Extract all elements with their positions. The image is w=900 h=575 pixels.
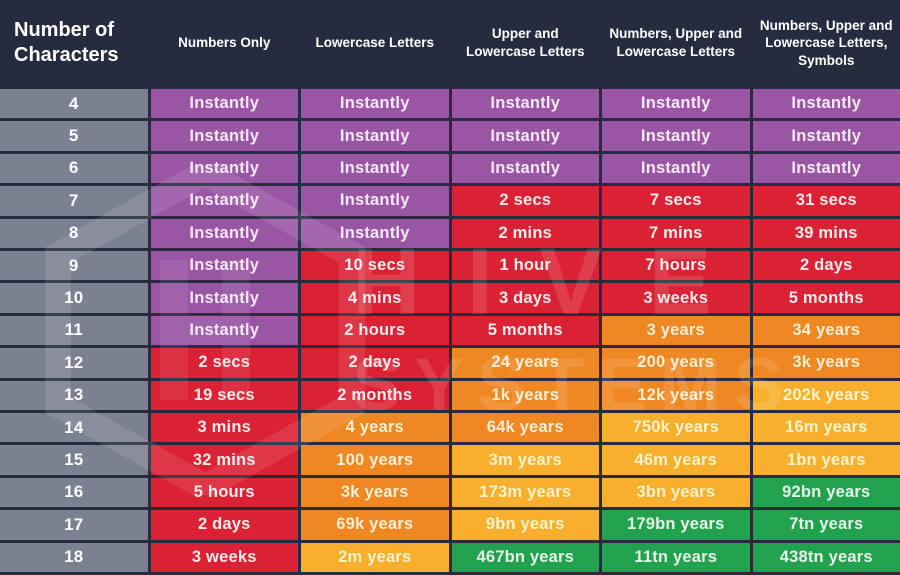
char-count-cell: 14 [0,412,148,443]
header-cell-2: Lowercase Letters [301,0,449,86]
char-count-cell: 9 [0,250,148,281]
time-cell: Instantly [150,250,298,281]
time-cell: 2m years [301,542,449,572]
header-cell-4: Numbers, Upper and Lowercase Letters [602,0,750,86]
time-cell: 24 years [451,348,599,378]
time-cell: 7tn years [752,510,900,540]
time-cell: Instantly [150,283,298,313]
time-cell: 69k years [301,510,449,540]
time-cell: 2 months [301,380,449,410]
time-cell: 2 mins [451,218,599,248]
header-cell-3: Upper and Lowercase Letters [451,0,599,86]
char-count-cell: 18 [0,542,148,572]
time-cell: 2 days [150,510,298,540]
time-cell: 10 secs [301,250,449,281]
time-cell: 3k years [752,348,900,378]
time-cell: 202k years [752,380,900,410]
time-cell: 750k years [602,412,750,443]
time-cell: Instantly [752,89,900,119]
time-cell: 3 years [602,315,750,346]
time-cell: Instantly [150,89,298,119]
char-count-cell: 8 [0,218,148,248]
time-cell: 100 years [301,445,449,475]
time-cell: Instantly [752,121,900,151]
time-cell: 3m years [451,445,599,475]
time-cell: 34 years [752,315,900,346]
time-cell: 16m years [752,412,900,443]
time-cell: Instantly [301,186,449,216]
header-cell-1: Numbers Only [150,0,298,86]
time-cell: 7 secs [602,186,750,216]
time-cell: 1k years [451,380,599,410]
time-cell: 467bn years [451,542,599,572]
time-cell: 64k years [451,412,599,443]
char-count-cell: 16 [0,477,148,508]
time-cell: Instantly [451,121,599,151]
time-cell: Instantly [602,153,750,184]
time-cell: 46m years [602,445,750,475]
time-cell: Instantly [602,89,750,119]
time-cell: 5 hours [150,477,298,508]
time-cell: Instantly [150,315,298,346]
char-count-cell: 17 [0,510,148,540]
time-cell: 2 hours [301,315,449,346]
time-cell: Instantly [301,121,449,151]
time-cell: 2 secs [150,348,298,378]
time-cell: 4 mins [301,283,449,313]
time-cell: 9bn years [451,510,599,540]
header-cell-0: Number of Characters [0,0,148,86]
char-count-cell: 5 [0,121,148,151]
char-count-cell: 7 [0,186,148,216]
time-cell: Instantly [451,89,599,119]
time-cell: Instantly [752,153,900,184]
time-cell: 3 weeks [150,542,298,572]
time-cell: 5 months [451,315,599,346]
time-cell: Instantly [150,153,298,184]
time-cell: Instantly [301,153,449,184]
char-count-cell: 13 [0,380,148,410]
char-count-cell: 4 [0,89,148,119]
time-cell: 2 days [301,348,449,378]
char-count-cell: 6 [0,153,148,184]
time-cell: Instantly [451,153,599,184]
time-cell: 92bn years [752,477,900,508]
time-cell: 173m years [451,477,599,508]
time-cell: 3bn years [602,477,750,508]
char-count-cell: 10 [0,283,148,313]
time-cell: Instantly [150,186,298,216]
time-cell: Instantly [150,218,298,248]
time-cell: 12k years [602,380,750,410]
time-cell: 438tn years [752,542,900,572]
time-cell: 11tn years [602,542,750,572]
time-cell: Instantly [301,89,449,119]
header-cell-5: Numbers, Upper and Lowercase Letters, Sy… [752,0,900,86]
char-count-cell: 11 [0,315,148,346]
time-cell: 3k years [301,477,449,508]
time-cell: 1bn years [752,445,900,475]
time-cell: 200 years [602,348,750,378]
time-cell: 31 secs [752,186,900,216]
time-cell: 39 mins [752,218,900,248]
char-count-cell: 15 [0,445,148,475]
time-cell: 19 secs [150,380,298,410]
time-cell: 179bn years [602,510,750,540]
time-cell: Instantly [301,218,449,248]
time-cell: 3 mins [150,412,298,443]
time-cell: Instantly [602,121,750,151]
time-cell: 7 mins [602,218,750,248]
time-cell: 3 weeks [602,283,750,313]
time-cell: 7 hours [602,250,750,281]
time-cell: 3 days [451,283,599,313]
char-count-cell: 12 [0,348,148,378]
time-cell: 1 hour [451,250,599,281]
time-cell: 2 secs [451,186,599,216]
time-cell: 32 mins [150,445,298,475]
time-cell: Instantly [150,121,298,151]
time-cell: 2 days [752,250,900,281]
time-cell: 4 years [301,412,449,443]
time-cell: 5 months [752,283,900,313]
